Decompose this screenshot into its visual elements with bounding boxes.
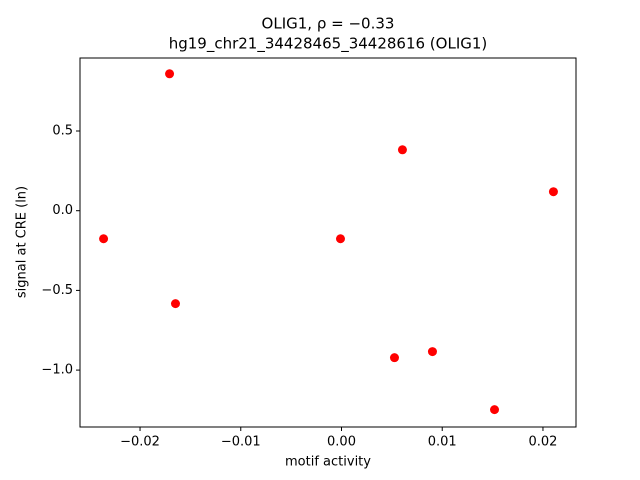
point <box>548 187 558 197</box>
y-tick-label: −1.0 <box>41 363 73 378</box>
point <box>427 347 437 357</box>
y-axis-label: signal at CRE (ln) <box>15 186 30 298</box>
y-tick-label: −0.5 <box>41 283 73 298</box>
point <box>490 405 500 415</box>
chart-subtitle: hg19_chr21_34428465_34428616 (OLIG1) <box>169 35 488 54</box>
x-axis-label: motif activity <box>285 455 371 470</box>
point <box>335 234 345 244</box>
x-tick-label: −0.01 <box>221 435 261 450</box>
chart-title: OLIG1, ρ = −0.33 <box>262 15 395 33</box>
point <box>165 69 175 79</box>
x-tick-label: 0.02 <box>528 435 557 450</box>
y-tick-label: 0.5 <box>52 124 73 139</box>
point <box>397 145 407 155</box>
point <box>99 234 109 244</box>
y-tick-label: 0.0 <box>52 203 73 218</box>
x-tick-label: 0.00 <box>327 435 356 450</box>
point <box>389 353 399 363</box>
x-tick-label: 0.01 <box>428 435 457 450</box>
plot-frame <box>79 57 577 428</box>
point <box>170 299 180 309</box>
x-tick-label: −0.02 <box>120 435 160 450</box>
